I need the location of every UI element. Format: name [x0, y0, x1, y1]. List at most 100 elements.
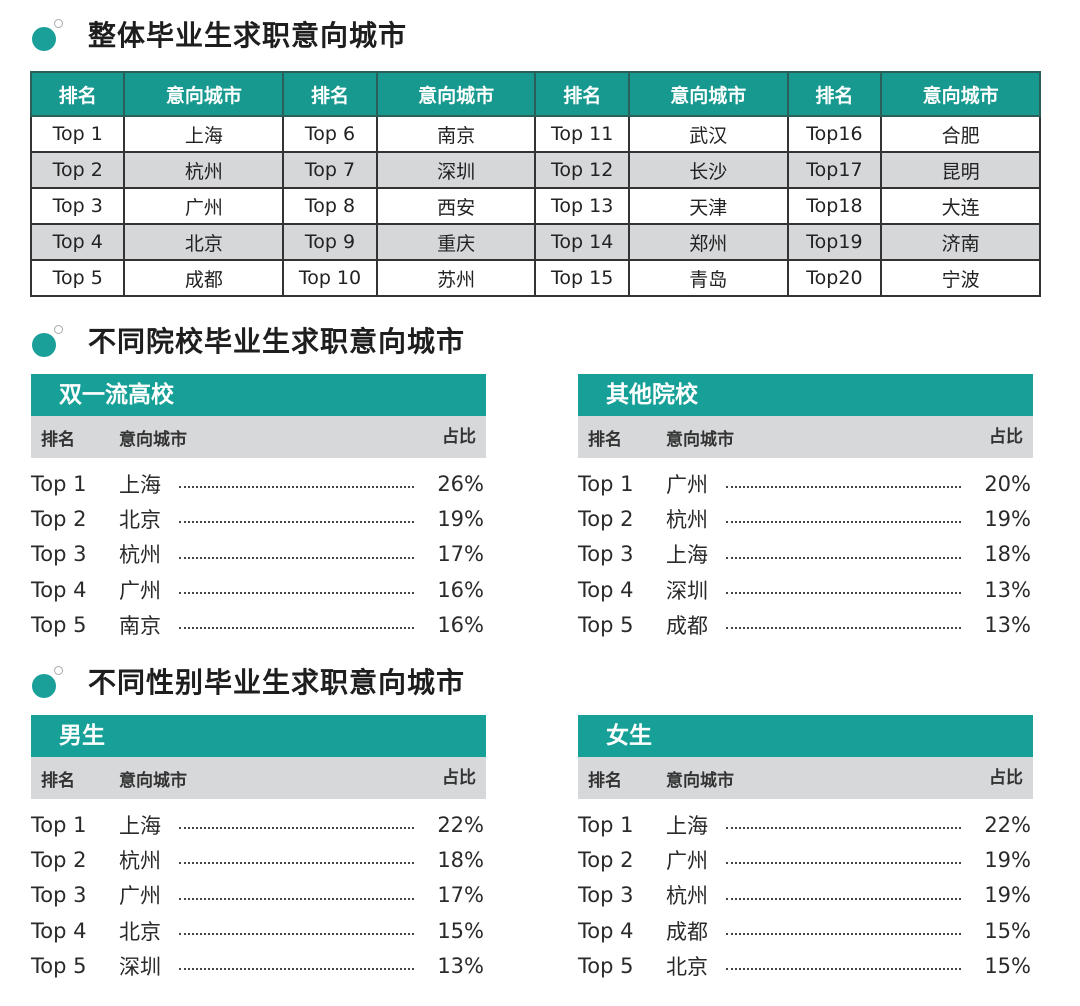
rank-cell: Top 3: [29, 187, 126, 225]
card-label: 女生: [578, 715, 1033, 757]
rank-cell: Top20: [786, 259, 883, 297]
list-item: Top 4 北京 15%: [31, 913, 486, 948]
card-header-row: 排名 意向城市 占比: [578, 416, 1033, 458]
heading-by-gender: 不同性别毕业生求职意向城市: [88, 666, 466, 699]
col-header-share: 占比: [442, 768, 476, 788]
card-label: 双一流高校: [31, 374, 486, 416]
list-item: Top 1 上海 26%: [31, 466, 486, 501]
share-value: 13%: [984, 612, 1031, 637]
share-value: 16%: [437, 577, 484, 602]
rank-label: Top 4: [31, 577, 87, 602]
city-cell: 昆明: [880, 151, 1041, 189]
bullet-dot-icon: [30, 664, 70, 698]
rank-label: Top 2: [578, 847, 634, 872]
city-name: 成都: [666, 613, 708, 638]
share-value: 19%: [437, 506, 484, 531]
col-header-rank: 排名: [282, 71, 378, 117]
rank-cell: Top 10: [282, 259, 378, 297]
city-cell: 青岛: [627, 259, 789, 297]
city-name: 广州: [666, 472, 708, 497]
dotted-leader: [726, 486, 961, 488]
city-cell: 宁波: [880, 259, 1041, 297]
dotted-leader: [726, 521, 961, 524]
section-title-by-school: 不同院校毕业生求职意向城市: [30, 320, 465, 360]
rank-cell: Top17: [786, 151, 883, 189]
share-value: 20%: [984, 471, 1031, 496]
rank-label: Top 4: [31, 918, 87, 943]
share-value: 15%: [984, 918, 1031, 943]
col-header-city: 意向城市: [666, 770, 734, 791]
city-name: 杭州: [119, 543, 161, 568]
city-cell: 成都: [123, 259, 285, 297]
share-value: 16%: [437, 612, 484, 637]
dotted-leader: [726, 968, 961, 971]
city-name: 广州: [119, 884, 161, 909]
rank-label: Top 1: [578, 471, 634, 496]
heading-overall: 整体毕业生求职意向城市: [88, 19, 408, 52]
rank-label: Top 1: [31, 471, 87, 496]
city-cell: 郑州: [627, 223, 789, 261]
rank-label: Top 3: [578, 883, 634, 908]
rank-label: Top 1: [578, 812, 634, 837]
share-value: 15%: [984, 953, 1031, 978]
dotted-leader: [179, 862, 414, 865]
rank-label: Top 5: [31, 612, 87, 637]
rank-cell: Top 9: [282, 223, 378, 261]
table-header-row: 排名 意向城市 排名 意向城市 排名 意向城市 排名 意向城市: [29, 71, 1041, 117]
list-item: Top 2 杭州 18%: [31, 842, 486, 877]
table-row: Top 2 杭州 Top 7 深圳 Top 12 长沙 Top17 昆明: [29, 151, 1041, 189]
section-title-overall: 整体毕业生求职意向城市: [30, 14, 407, 54]
heading-by-school: 不同院校毕业生求职意向城市: [88, 325, 466, 358]
table-row: Top 5 成都 Top 10 苏州 Top 15 青岛 Top20 宁波: [29, 259, 1041, 297]
rank-cell: Top 15: [534, 259, 630, 297]
city-name: 杭州: [666, 884, 708, 909]
share-value: 15%: [437, 918, 484, 943]
share-value: 18%: [984, 542, 1031, 567]
col-header-rank: 排名: [29, 71, 126, 117]
rank-label: Top 4: [578, 577, 634, 602]
rank-cell: Top 2: [29, 151, 126, 189]
share-value: 17%: [437, 883, 484, 908]
col-header-share: 占比: [442, 427, 476, 447]
col-header-rank: 排名: [588, 770, 622, 791]
dotted-leader: [726, 556, 961, 559]
list-item: Top 4 广州 16%: [31, 572, 486, 607]
rank-cell: Top 8: [282, 187, 378, 225]
city-name: 杭州: [666, 507, 708, 532]
rank-cell: Top18: [786, 187, 883, 225]
rank-cell: Top 5: [29, 259, 126, 297]
rank-label: Top 5: [578, 953, 634, 978]
rank-cell: Top 7: [282, 151, 378, 189]
rank-cell: Top16: [786, 115, 883, 153]
dotted-leader: [726, 591, 961, 594]
rank-label: Top 2: [578, 506, 634, 531]
list-item: Top 4 成都 15%: [578, 913, 1033, 948]
city-name: 杭州: [119, 848, 161, 873]
list-item: Top 1 广州 20%: [578, 466, 1033, 501]
card-double-first-class: 双一流高校 排名 意向城市 占比 Top 1 上海 26% Top 2 北京 1…: [31, 374, 486, 642]
rank-label: Top 5: [578, 612, 634, 637]
share-value: 18%: [437, 847, 484, 872]
col-header-rank: 排名: [41, 770, 75, 791]
card-label: 男生: [31, 715, 486, 757]
rank-cell: Top 12: [534, 151, 630, 189]
city-name: 北京: [119, 507, 161, 532]
share-value: 13%: [984, 577, 1031, 602]
city-name: 广州: [666, 848, 708, 873]
col-header-city: 意向城市: [123, 71, 285, 117]
share-value: 19%: [984, 506, 1031, 531]
rank-cell: Top 11: [534, 115, 630, 153]
city-cell: 重庆: [375, 223, 537, 261]
rank-cell: Top 4: [29, 223, 126, 261]
table-row: Top 4 北京 Top 9 重庆 Top 14 郑州 Top19 济南: [29, 223, 1041, 261]
list-item: Top 5 成都 13%: [578, 607, 1033, 642]
card-female: 女生 排名 意向城市 占比 Top 1 上海 22% Top 2 广州 19% …: [578, 715, 1033, 983]
col-header-rank: 排名: [534, 71, 630, 117]
rank-label: Top 2: [31, 506, 87, 531]
rank-cell: Top 13: [534, 187, 630, 225]
list-item: Top 3 杭州 19%: [578, 878, 1033, 913]
city-name: 深圳: [119, 954, 161, 979]
card-header-row: 排名 意向城市 占比: [578, 757, 1033, 799]
rank-label: Top 3: [31, 883, 87, 908]
city-cell: 天津: [627, 187, 789, 225]
